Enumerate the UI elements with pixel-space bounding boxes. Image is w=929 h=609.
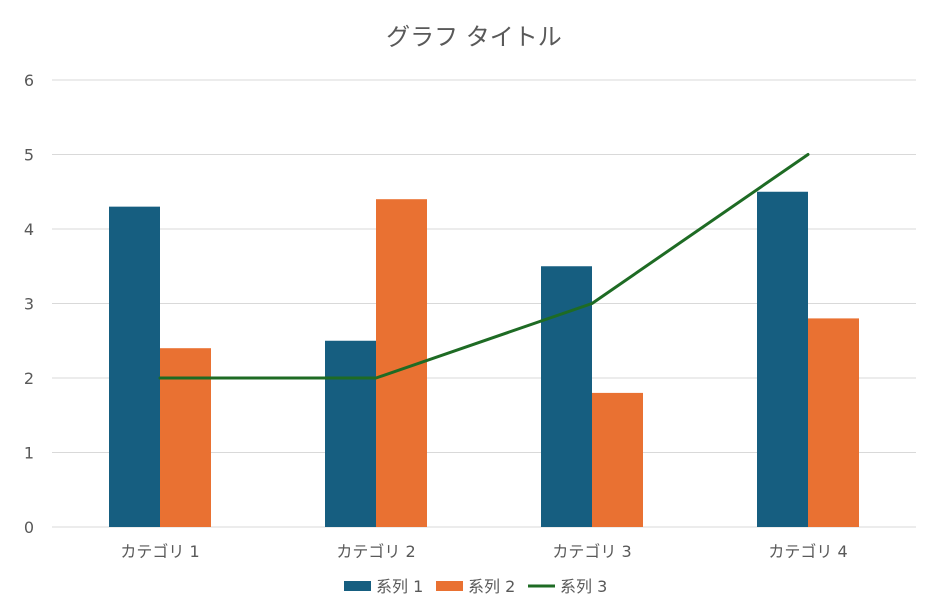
- bar-series2-cat4: [808, 318, 859, 527]
- bars: [109, 191, 859, 527]
- bar-series1-cat4: [757, 191, 808, 527]
- y-tick-label-4: 4: [24, 220, 34, 239]
- bar-series2-cat3: [592, 392, 643, 527]
- y-tick-label-0: 0: [24, 518, 34, 537]
- legend-swatch-2: [436, 581, 463, 591]
- y-tick-label-2: 2: [24, 369, 34, 388]
- y-tick-label-3: 3: [24, 295, 34, 314]
- bar-series1-cat1: [109, 206, 160, 527]
- y-axis-ticks: 0 1 2 3 4 5 6: [24, 71, 34, 537]
- line-series: [158, 153, 810, 380]
- legend-swatch-1: [344, 581, 371, 591]
- y-tick-label-5: 5: [24, 146, 34, 165]
- line-series-1: [158, 153, 810, 380]
- x-axis-ticks: カテゴリ 1 カテゴリ 2 カテゴリ 3 カテゴリ 4: [120, 542, 847, 561]
- x-tick-label-4: カテゴリ 4: [768, 542, 847, 561]
- chart-title: グラフ タイトル: [386, 23, 562, 51]
- bar-series2-cat1: [160, 348, 211, 527]
- legend-label-2: 系列 2: [468, 577, 515, 596]
- x-tick-label-3: カテゴリ 3: [552, 542, 631, 561]
- bar-series1-cat3: [541, 266, 592, 527]
- x-tick-label-1: カテゴリ 1: [120, 542, 199, 561]
- legend-label-3: 系列 3: [560, 577, 607, 596]
- legend-label-1: 系列 1: [376, 577, 423, 596]
- x-tick-label-2: カテゴリ 2: [336, 542, 415, 561]
- y-tick-label-1: 1: [24, 444, 34, 463]
- legend: 系列 1 系列 2 系列 3: [344, 577, 607, 596]
- y-tick-label-6: 6: [24, 71, 34, 90]
- bar-series1-cat2: [325, 340, 376, 527]
